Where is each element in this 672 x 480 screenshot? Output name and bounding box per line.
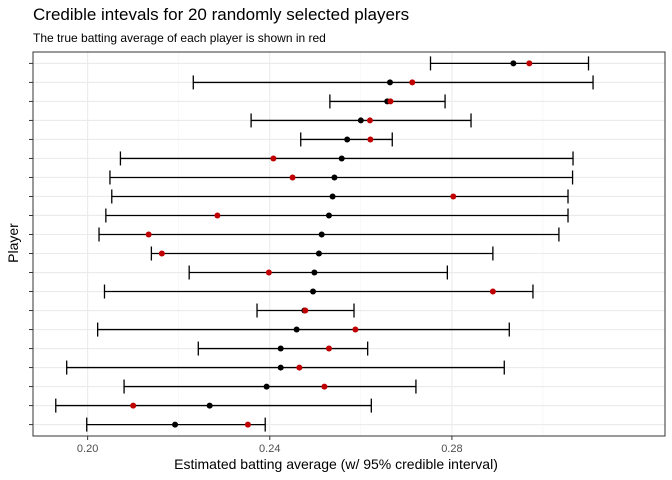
credible-intervals — [55, 56, 594, 432]
estimate-point — [310, 288, 317, 295]
true-average-point — [270, 155, 277, 162]
true-average-point — [130, 402, 137, 409]
true-average-point — [387, 98, 394, 105]
true-average-point — [214, 212, 221, 219]
true-average-point — [265, 269, 272, 276]
estimate-point — [386, 79, 393, 86]
true-average-point — [367, 136, 374, 143]
estimate-point — [277, 364, 284, 371]
plot-panel-border — [32, 51, 666, 437]
true-average-point — [489, 288, 496, 295]
chart-title: Credible intevals for 20 randomly select… — [33, 5, 410, 24]
true-average-point — [409, 79, 416, 86]
true-average-point — [325, 345, 332, 352]
axis-ticks: 0.20 0.24 0.28 — [29, 62, 463, 455]
estimate-point — [318, 231, 325, 238]
x-axis-label: Estimated batting average (w/ 95% credib… — [174, 456, 498, 472]
y-axis-label: Player — [5, 223, 21, 263]
estimate-point — [293, 326, 300, 333]
estimate-point — [510, 60, 517, 67]
estimate-point — [331, 174, 338, 181]
estimate-point — [344, 136, 351, 143]
true-average-point — [450, 193, 457, 200]
true-average-point — [352, 326, 359, 333]
estimate-point — [311, 269, 318, 276]
estimate-point — [338, 155, 345, 162]
grid-lines — [33, 52, 665, 436]
true-average-point — [289, 174, 296, 181]
estimate-point — [172, 421, 179, 428]
estimate-point — [263, 383, 270, 390]
data-points — [130, 60, 533, 428]
estimate-point — [329, 193, 336, 200]
estimate-point — [357, 117, 364, 124]
true-average-point — [302, 307, 309, 314]
x-tick-label: 0.28 — [441, 443, 462, 455]
estimate-point — [206, 402, 213, 409]
chart-subtitle: The true batting average of each player … — [33, 31, 326, 45]
estimate-point — [315, 250, 322, 257]
true-average-point — [526, 60, 533, 67]
true-average-point — [244, 421, 251, 428]
estimate-point — [277, 345, 284, 352]
estimate-point — [325, 212, 332, 219]
true-average-point — [321, 383, 328, 390]
true-average-point — [145, 231, 152, 238]
x-tick-label: 0.20 — [77, 443, 98, 455]
x-tick-label: 0.24 — [259, 443, 280, 455]
true-average-point — [296, 364, 303, 371]
true-average-point — [158, 250, 165, 257]
true-average-point — [366, 117, 373, 124]
